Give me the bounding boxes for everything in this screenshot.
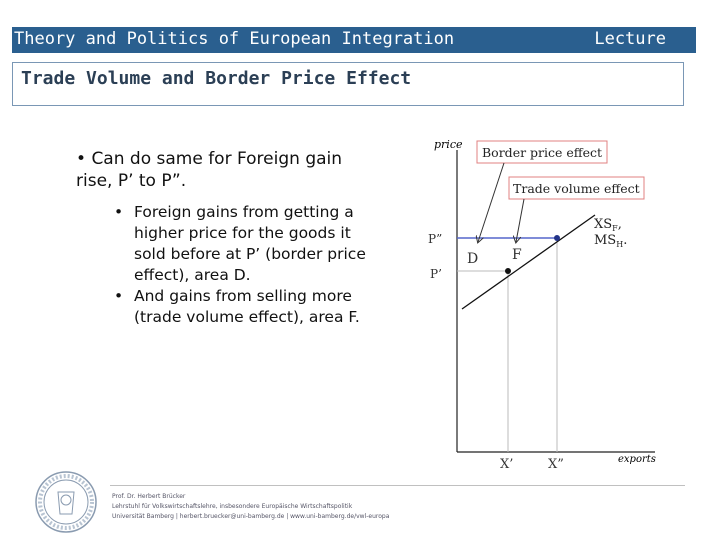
bullet-dot-icon: •	[114, 203, 124, 221]
arrow-border-price	[478, 162, 505, 242]
header-bar: Theory and Politics of European Integrat…	[12, 27, 696, 53]
lecture-label: Lecture	[594, 29, 666, 49]
footer-divider	[110, 485, 685, 486]
callout-border-price: Border price effect	[482, 145, 602, 160]
bullet-dot-icon: •	[114, 287, 124, 305]
footer-author: Prof. Dr. Herbert Brücker	[112, 493, 186, 500]
tick-p2: P”	[428, 232, 442, 246]
footer-info: Prof. Dr. Herbert Brücker Lehrstuhl für …	[112, 492, 389, 522]
tick-x1: X’	[500, 457, 513, 472]
bullet-item: • Foreign gains from getting a higher pri…	[114, 203, 366, 284]
area-label-d: D	[467, 251, 478, 267]
slide-body: • Can do same for Foreign gain rise, P’ …	[76, 148, 376, 328]
course-title: Theory and Politics of European Integrat…	[14, 29, 455, 49]
curve-label-xsf: XSF,	[594, 217, 622, 233]
sub-bullets: • Foreign gains from getting a higher pri…	[76, 202, 376, 328]
trade-effect-diagram: price exports P” P’ X’ X” D F XSF, MSH. …	[428, 138, 656, 472]
point-p2	[554, 235, 560, 241]
slide-title: Trade Volume and Border Price Effect	[21, 68, 412, 89]
y-axis-label: price	[434, 138, 463, 151]
footer-contact: Universität Bamberg | herbert.bruecker@u…	[112, 513, 390, 520]
arrow-trade-volume	[516, 198, 525, 242]
main-point: • Can do same for Foreign gain rise, P’ …	[76, 149, 343, 191]
bullet-item: • And gains from selling more (trade volu…	[114, 287, 360, 326]
university-seal-icon	[35, 471, 97, 533]
callout-border-price-box	[476, 140, 608, 164]
curve-label-msh: MSH.	[594, 233, 627, 249]
point-p1	[505, 268, 511, 274]
callout-trade-volume-box	[508, 176, 645, 200]
callout-trade-volume: Trade volume effect	[513, 181, 640, 196]
x-axis-label: exports	[618, 454, 656, 465]
slide-title-box: Trade Volume and Border Price Effect	[12, 62, 684, 106]
supply-curve	[461, 214, 596, 310]
footer-chair: Lehrstuhl für Volkswirtschaftslehre, ins…	[112, 503, 353, 510]
tick-x2: X”	[548, 457, 564, 472]
area-label-f: F	[512, 247, 522, 263]
tick-p1: P’	[430, 267, 442, 281]
